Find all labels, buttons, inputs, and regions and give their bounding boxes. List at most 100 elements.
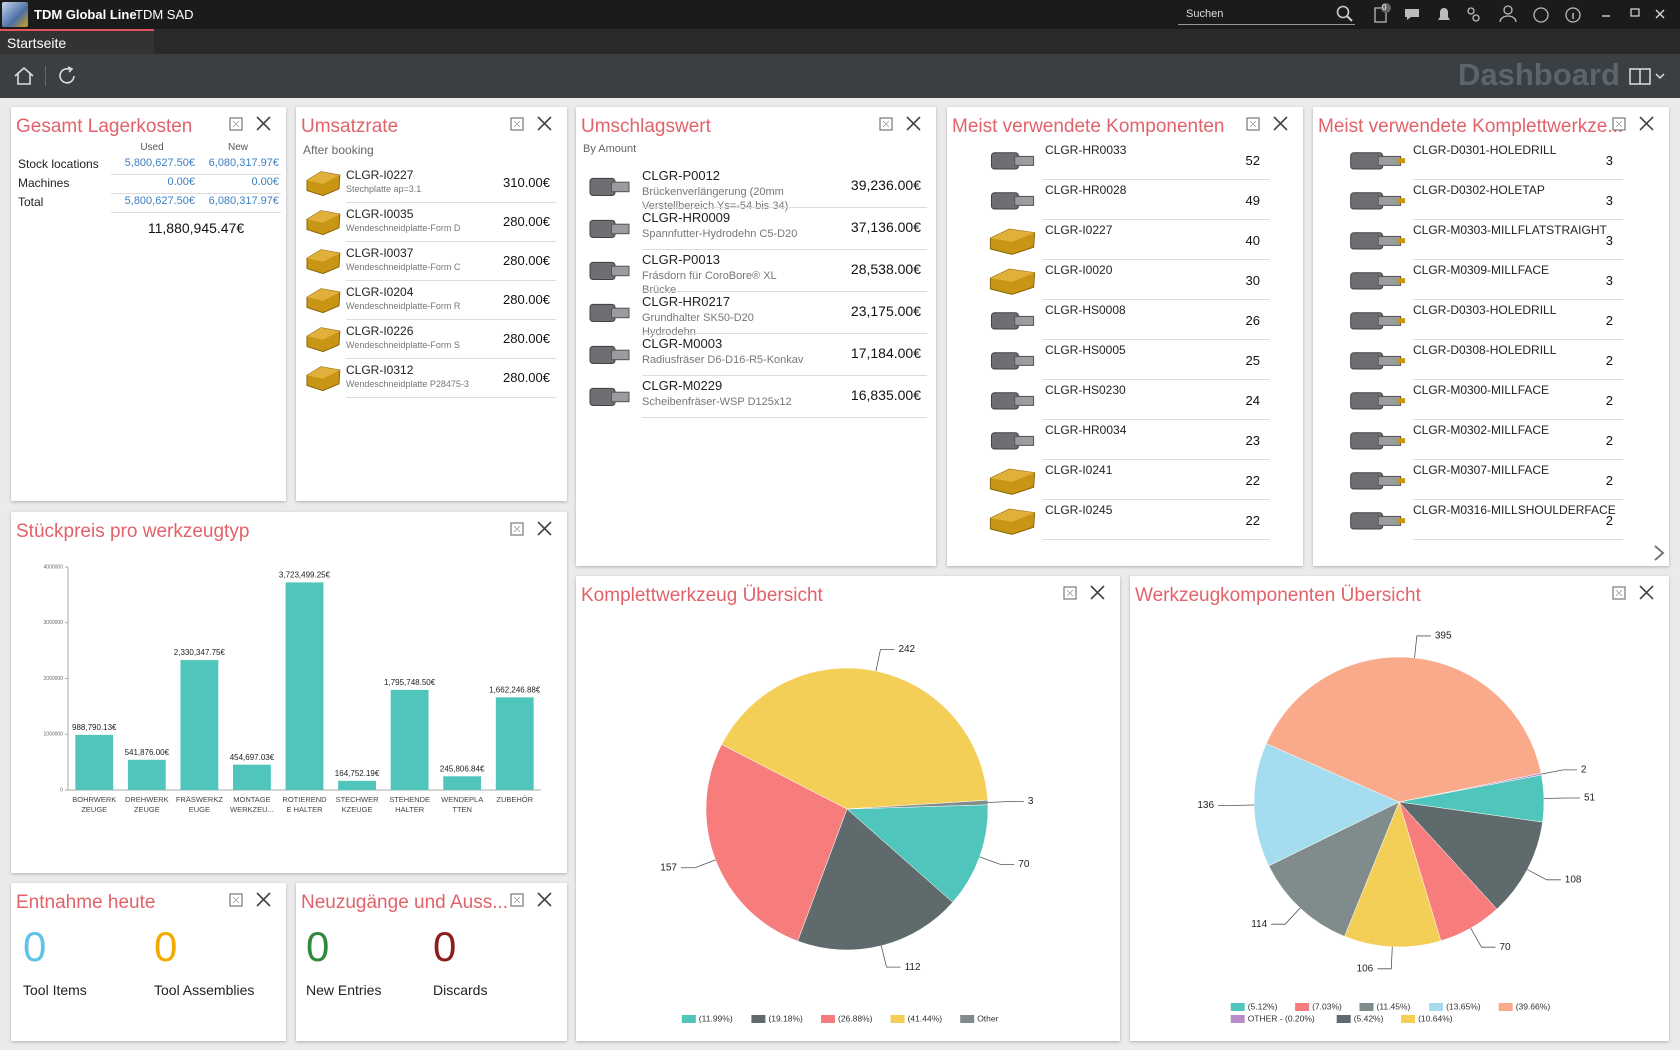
counter-value: 0 [433,923,457,970]
controls-wrap [1062,584,1112,604]
pie-chart: 70 112 157 242 3 (11.99%) (19.18%) (26.88%) (41.… [660,644,1034,1023]
tool-shank [1377,475,1402,486]
panel-subtitle: After booking [303,143,374,157]
bar [338,780,376,790]
tool-shank [1014,155,1035,166]
item-count: 2 [1605,433,1613,448]
notification-badge: 0 [1382,3,1387,12]
home-button[interactable] [12,64,36,88]
tab-bar: Startseite [0,29,1680,54]
bar-value-label: 245,806.84€ [440,764,485,773]
maximize-button[interactable] [229,117,243,131]
close-button[interactable] [256,116,271,131]
item-code: CLGR-I0312 [346,363,414,377]
maximize-button[interactable] [229,893,243,907]
legend-swatch [1359,1003,1374,1011]
maximize-button[interactable] [510,893,524,907]
row-separator [1042,219,1270,220]
app-logo [2,2,28,27]
neuzugaenge-panel: Neuzugänge und Auss... 0 New Entries 0 Disca… [296,883,567,1041]
close-button[interactable] [1639,116,1654,131]
close-button[interactable] [537,521,552,536]
close-button[interactable] [1090,585,1105,600]
item-code: CLGR-I0226 [346,324,414,338]
row-separator [1042,259,1270,260]
tool-shank [1377,195,1402,206]
thumbnail [306,327,341,353]
tab-label: Startseite [7,35,67,51]
layout-button[interactable] [1628,65,1672,89]
row-separator [111,174,281,175]
thumbnail [1350,272,1406,290]
tab[interactable]: Startseite [0,29,154,54]
refresh-button[interactable] [55,64,79,88]
pie-slice [846,804,989,903]
maximize-button[interactable] [1612,586,1626,600]
item-description: Wendeschneidplatte-Form S [346,340,460,350]
tool-shank [611,391,630,403]
close-icon [256,892,271,907]
close-button[interactable] [906,116,921,131]
close-button[interactable] [1273,116,1288,131]
panel-controls [510,116,552,131]
leader-line [979,856,1015,865]
tool-tip [1397,478,1406,484]
leader-line [1414,635,1431,658]
bar [233,764,271,790]
thumbnail-wrap [985,342,1039,378]
maximize-button[interactable] [510,117,524,131]
close-icon [1639,585,1654,600]
tool-shank [1377,315,1402,326]
bar [127,759,166,790]
thumbnail [306,210,341,236]
row-label: Machines [18,176,70,190]
thumbnail [306,171,341,197]
close-button[interactable] [256,892,271,907]
next-page-button[interactable] [1651,543,1667,563]
maximize-arrows [1615,120,1623,128]
maximize-arrows [1066,589,1074,597]
chart-wrap: 2 51 108 70 106 114 136 395 (5.12%) (7.03%) (11.45… [1130,616,1669,1036]
row-separator [642,207,927,208]
close-button[interactable] [1639,585,1654,600]
item-value: 280.00€ [503,331,550,346]
close-button[interactable] [537,116,552,131]
leader-line [1543,797,1580,799]
column-header: New [227,142,248,153]
row-separator [1413,299,1623,300]
row-separator [1042,299,1270,300]
maximize-button[interactable] [879,117,893,131]
row-separator [1042,379,1270,380]
maximize-button[interactable] [510,522,524,536]
item-description: Grundhalter SK50-D20 Hydrodehn [642,312,754,338]
maximize-button[interactable] [1612,117,1626,131]
leader-line [987,801,1024,803]
item-count: 22 [1245,473,1260,488]
item-description: Brückenverlängerung (20mm Verstellbereic… [642,186,789,212]
legend-swatch [960,1015,975,1023]
search-box[interactable]: Suchen [1178,4,1355,25]
bar-chart: 0 1000000 2000000 3000000 4000000 988,790.13€… [44,564,541,814]
pie-chart: 2 51 108 70 106 114 136 395 (5.12%) (7.03%) (11.45… [1197,631,1595,1024]
item-value: 280.00€ [503,370,550,385]
toolbar-icons[interactable] [1365,0,1665,29]
close-icon [1639,116,1654,131]
pie-chart-panel: Komplettwerkzeug Übersicht 70 112 157 242 3 (1… [576,576,1120,1041]
controls-wrap [1245,115,1295,135]
thumbnail [1350,432,1406,450]
maximize-button[interactable] [1063,586,1077,600]
item-code: CLGR-M0309-MILLFACE [1413,263,1550,277]
item-count: 30 [1245,273,1260,288]
thumbnail [990,152,1035,170]
thumbnail-wrap [303,243,343,277]
thumbnail [589,219,630,238]
tool-shank [1014,315,1035,326]
row-separator [346,358,556,359]
umsatzrate-panel: Umsatzrate After booking CLGR-I0227 Stechpl… [296,107,567,501]
close-button[interactable] [537,892,552,907]
legend-swatch [1295,1003,1310,1011]
thumbnail-wrap [985,382,1039,418]
item-count: 3 [1605,193,1613,208]
row-separator [642,375,927,376]
maximize-button[interactable] [1246,117,1260,131]
